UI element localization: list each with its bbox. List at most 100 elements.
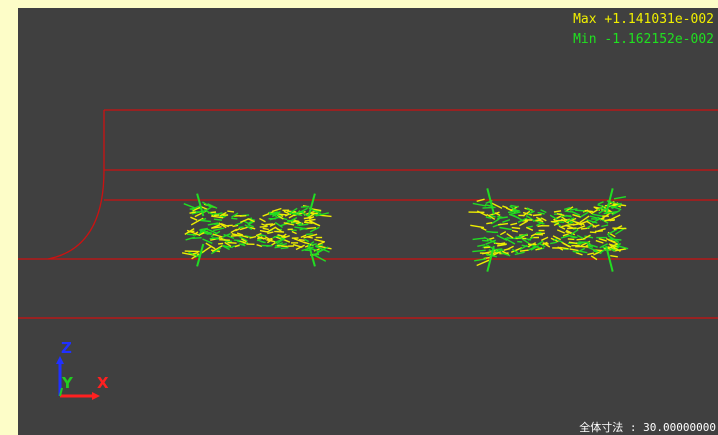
- right-cluster-vector: [507, 210, 519, 214]
- right-cluster-vector: [510, 222, 518, 226]
- left-cluster-vector: [239, 235, 248, 242]
- coordinate-triad: Z Y X: [56, 339, 109, 400]
- right-cluster-vector: [538, 242, 546, 248]
- right-cluster-vector: [582, 234, 591, 240]
- left-cluster-vector: [255, 232, 262, 237]
- left-cluster-vector: [298, 239, 305, 241]
- right-cluster-vector: [501, 250, 510, 256]
- right-cluster-vector: [568, 241, 579, 245]
- left-cluster-vector: [231, 217, 238, 220]
- left-cluster-vector: [200, 217, 207, 222]
- right-cluster-vector: [522, 211, 533, 216]
- right-cluster-vector: [472, 202, 487, 207]
- left-cluster-vector: [234, 221, 243, 226]
- right-cluster-vector: [496, 234, 508, 242]
- right-cluster-vector: [599, 243, 609, 249]
- right-cluster-vector: [571, 219, 583, 226]
- vector-cluster-left: [181, 193, 332, 267]
- right-cluster-vector: [525, 226, 534, 231]
- left-cluster-vector: [205, 242, 216, 250]
- left-cluster-vector: [181, 252, 196, 257]
- right-cluster-vector: [570, 229, 579, 235]
- right-cluster-vector: [565, 224, 574, 229]
- left-cluster-vector: [219, 211, 227, 217]
- left-cluster-vector: [248, 220, 255, 226]
- right-cluster-vector: [599, 248, 606, 254]
- right-cluster-vector: [576, 225, 586, 230]
- left-cluster-vector: [267, 231, 274, 235]
- right-cluster-vector: [497, 242, 506, 245]
- right-cluster-vector: [527, 236, 534, 241]
- right-cluster-vector: [470, 224, 485, 229]
- right-cluster-vector: [589, 215, 598, 219]
- left-cluster-vector: [300, 234, 307, 239]
- left-cluster-vector: [277, 234, 287, 238]
- right-cluster-vector: [597, 204, 603, 207]
- left-cluster-vector: [274, 241, 284, 247]
- left-cluster-vector: [213, 227, 225, 232]
- left-cluster-vector: [295, 244, 305, 251]
- left-cluster-spike-vector: [307, 243, 316, 267]
- left-cluster-vector: [271, 211, 281, 218]
- left-cluster-vector: [266, 244, 273, 247]
- right-cluster-vector: [482, 239, 489, 242]
- right-cluster-vector: [540, 217, 547, 222]
- left-cluster-vector: [268, 211, 278, 218]
- left-cluster-vector: [256, 244, 263, 248]
- right-cluster-vector: [565, 230, 573, 235]
- left-cluster-vector: [247, 218, 255, 223]
- left-cluster-vector: [186, 233, 197, 236]
- left-cluster-vector: [271, 207, 282, 213]
- right-cluster-vector: [609, 214, 621, 221]
- left-cluster-vector: [274, 221, 283, 228]
- left-cluster-vector: [303, 238, 310, 243]
- right-cluster-vector: [597, 201, 604, 205]
- left-cluster-vector: [190, 217, 204, 226]
- right-cluster-vector: [592, 224, 600, 228]
- right-cluster-vector: [572, 222, 582, 226]
- right-cluster-vector: [584, 209, 593, 213]
- right-cluster-vector: [522, 238, 531, 245]
- left-cluster-vector: [303, 233, 318, 239]
- right-cluster-vector: [611, 202, 623, 210]
- left-cluster-vector: [207, 203, 218, 209]
- right-cluster-vector: [577, 241, 586, 245]
- right-cluster-vector: [575, 209, 586, 212]
- left-cluster-vector: [279, 223, 287, 227]
- left-cluster-spike-vector: [196, 193, 205, 217]
- right-cluster-vector: [561, 241, 571, 248]
- left-cluster-vector: [230, 228, 238, 234]
- right-cluster-vector: [519, 249, 529, 252]
- right-cluster-vector: [572, 213, 581, 218]
- left-cluster-vector: [202, 238, 213, 244]
- left-cluster-vector: [315, 212, 329, 217]
- left-cluster-vector: [222, 244, 230, 248]
- right-cluster-vector: [537, 224, 544, 228]
- left-cluster-vector: [301, 246, 314, 252]
- left-cluster-vector: [192, 251, 199, 255]
- right-cluster-vector: [559, 246, 569, 250]
- right-cluster-vector: [485, 239, 497, 245]
- right-cluster-vector: [610, 255, 618, 258]
- right-cluster-vector: [553, 222, 560, 227]
- graphics-viewport[interactable]: Z Y X Max +1.141031e-002 Min -1.162152e-…: [18, 8, 718, 435]
- right-cluster-vector: [485, 216, 492, 219]
- right-cluster-vector: [540, 209, 547, 214]
- left-cluster-vector: [232, 224, 239, 228]
- right-cluster-vector: [588, 246, 599, 253]
- right-cluster-vector: [579, 211, 589, 218]
- right-cluster-vector: [495, 249, 504, 253]
- right-cluster-vector: [557, 239, 563, 243]
- right-cluster-vector: [597, 205, 607, 211]
- left-cluster-vector: [191, 253, 200, 260]
- right-cluster-vector: [569, 248, 579, 252]
- legend-max-value: Max +1.141031e-002: [573, 12, 714, 27]
- left-cluster-vector: [247, 223, 254, 228]
- left-cluster-vector: [206, 228, 217, 234]
- right-cluster-vector: [567, 234, 578, 239]
- right-cluster-vector: [569, 208, 578, 211]
- left-cluster-vector: [286, 219, 294, 222]
- left-cluster-vector: [317, 241, 325, 246]
- left-cluster-vector: [290, 221, 297, 225]
- y-axis-arrow: [59, 387, 63, 397]
